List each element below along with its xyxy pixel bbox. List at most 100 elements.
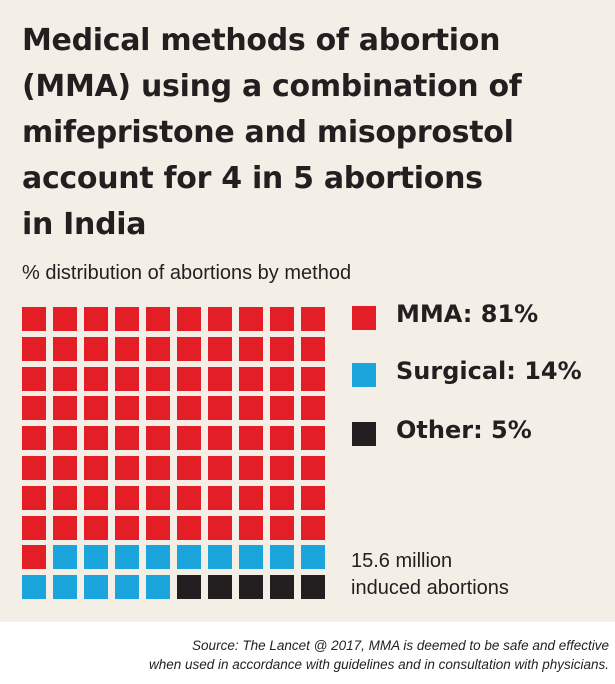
legend-label-surgical: Surgical: 14%: [396, 357, 582, 385]
waffle-cell-surgical: [146, 575, 170, 599]
waffle-cell-surgical: [301, 545, 325, 569]
legend-swatch-mma: [352, 306, 376, 330]
waffle-cell-mma: [239, 426, 263, 450]
waffle-cell-mma: [146, 426, 170, 450]
waffle-cell-mma: [22, 396, 46, 420]
waffle-cell-mma: [115, 426, 139, 450]
chart-title: Medical methods of abortion (MMA) using …: [22, 18, 607, 248]
title-line: mifepristone and misoprostol: [22, 115, 514, 150]
waffle-cell-mma: [177, 426, 201, 450]
waffle-cell-mma: [208, 486, 232, 510]
waffle-cell-mma: [53, 456, 77, 480]
waffle-cell-surgical: [22, 575, 46, 599]
waffle-cell-surgical: [115, 545, 139, 569]
legend-label-mma: MMA: 81%: [396, 300, 539, 328]
waffle-cell-mma: [208, 516, 232, 540]
title-line: Medical methods of abortion: [22, 23, 501, 58]
waffle-cell-other: [270, 575, 294, 599]
waffle-cell-mma: [146, 516, 170, 540]
waffle-cell-mma: [301, 337, 325, 361]
waffle-cell-mma: [177, 396, 201, 420]
waffle-cell-mma: [53, 307, 77, 331]
waffle-cell-mma: [239, 307, 263, 331]
waffle-cell-mma: [84, 426, 108, 450]
title-line: in India: [22, 207, 147, 242]
waffle-cell-surgical: [84, 575, 108, 599]
waffle-cell-mma: [22, 516, 46, 540]
waffle-cell-mma: [270, 367, 294, 391]
waffle-cell-surgical: [146, 545, 170, 569]
waffle-cell-mma: [115, 456, 139, 480]
waffle-cell-mma: [22, 337, 46, 361]
total-label: induced abortions: [351, 577, 509, 599]
waffle-cell-mma: [270, 396, 294, 420]
total-annotation: 15.6 million induced abortions: [351, 548, 601, 602]
waffle-cell-mma: [301, 516, 325, 540]
waffle-cell-mma: [84, 337, 108, 361]
waffle-cell-surgical: [270, 545, 294, 569]
waffle-cell-mma: [22, 307, 46, 331]
waffle-cell-mma: [208, 307, 232, 331]
waffle-cell-mma: [84, 396, 108, 420]
waffle-cell-mma: [270, 307, 294, 331]
waffle-cell-mma: [53, 426, 77, 450]
waffle-cell-mma: [270, 516, 294, 540]
waffle-cell-mma: [301, 396, 325, 420]
waffle-cell-mma: [208, 367, 232, 391]
waffle-cell-mma: [115, 337, 139, 361]
waffle-cell-mma: [301, 367, 325, 391]
waffle-cell-other: [301, 575, 325, 599]
waffle-cell-mma: [53, 396, 77, 420]
waffle-cell-mma: [115, 486, 139, 510]
waffle-cell-mma: [177, 367, 201, 391]
waffle-cell-surgical: [53, 545, 77, 569]
source-note: Source: The Lancet @ 2017, MMA is deemed…: [9, 636, 609, 674]
waffle-cell-mma: [177, 516, 201, 540]
waffle-cell-mma: [208, 396, 232, 420]
legend-swatch-other: [352, 422, 376, 446]
waffle-cell-mma: [146, 337, 170, 361]
title-line: (MMA) using a combination of: [22, 69, 522, 104]
waffle-cell-mma: [177, 307, 201, 331]
waffle-cell-surgical: [177, 545, 201, 569]
source-line: when used in accordance with guidelines …: [148, 657, 609, 672]
source-line: Source: The Lancet @ 2017, MMA is deemed…: [192, 638, 609, 653]
waffle-cell-mma: [239, 456, 263, 480]
waffle-cell-mma: [84, 367, 108, 391]
waffle-cell-mma: [53, 337, 77, 361]
waffle-cell-mma: [208, 337, 232, 361]
waffle-cell-mma: [301, 426, 325, 450]
waffle-cell-mma: [239, 486, 263, 510]
waffle-cell-mma: [177, 337, 201, 361]
waffle-cell-mma: [146, 456, 170, 480]
waffle-cell-mma: [115, 307, 139, 331]
title-line: account for 4 in 5 abortions: [22, 161, 483, 196]
waffle-cell-other: [208, 575, 232, 599]
waffle-cell-mma: [239, 516, 263, 540]
waffle-cell-mma: [270, 337, 294, 361]
waffle-cell-mma: [115, 516, 139, 540]
waffle-cell-mma: [301, 456, 325, 480]
waffle-cell-surgical: [115, 575, 139, 599]
waffle-cell-surgical: [84, 545, 108, 569]
waffle-cell-mma: [22, 545, 46, 569]
waffle-cell-surgical: [208, 545, 232, 569]
waffle-cell-mma: [22, 426, 46, 450]
waffle-cell-mma: [146, 367, 170, 391]
legend-label-other: Other: 5%: [396, 416, 532, 444]
waffle-cell-surgical: [53, 575, 77, 599]
waffle-cell-surgical: [239, 545, 263, 569]
waffle-cell-mma: [115, 367, 139, 391]
waffle-cell-mma: [239, 396, 263, 420]
waffle-cell-mma: [84, 516, 108, 540]
waffle-cell-mma: [22, 456, 46, 480]
legend-swatch-surgical: [352, 363, 376, 387]
waffle-cell-mma: [146, 396, 170, 420]
waffle-cell-mma: [270, 456, 294, 480]
waffle-cell-mma: [115, 396, 139, 420]
waffle-cell-mma: [53, 516, 77, 540]
waffle-cell-other: [177, 575, 201, 599]
waffle-cell-mma: [22, 367, 46, 391]
waffle-cell-mma: [84, 456, 108, 480]
waffle-cell-mma: [177, 486, 201, 510]
